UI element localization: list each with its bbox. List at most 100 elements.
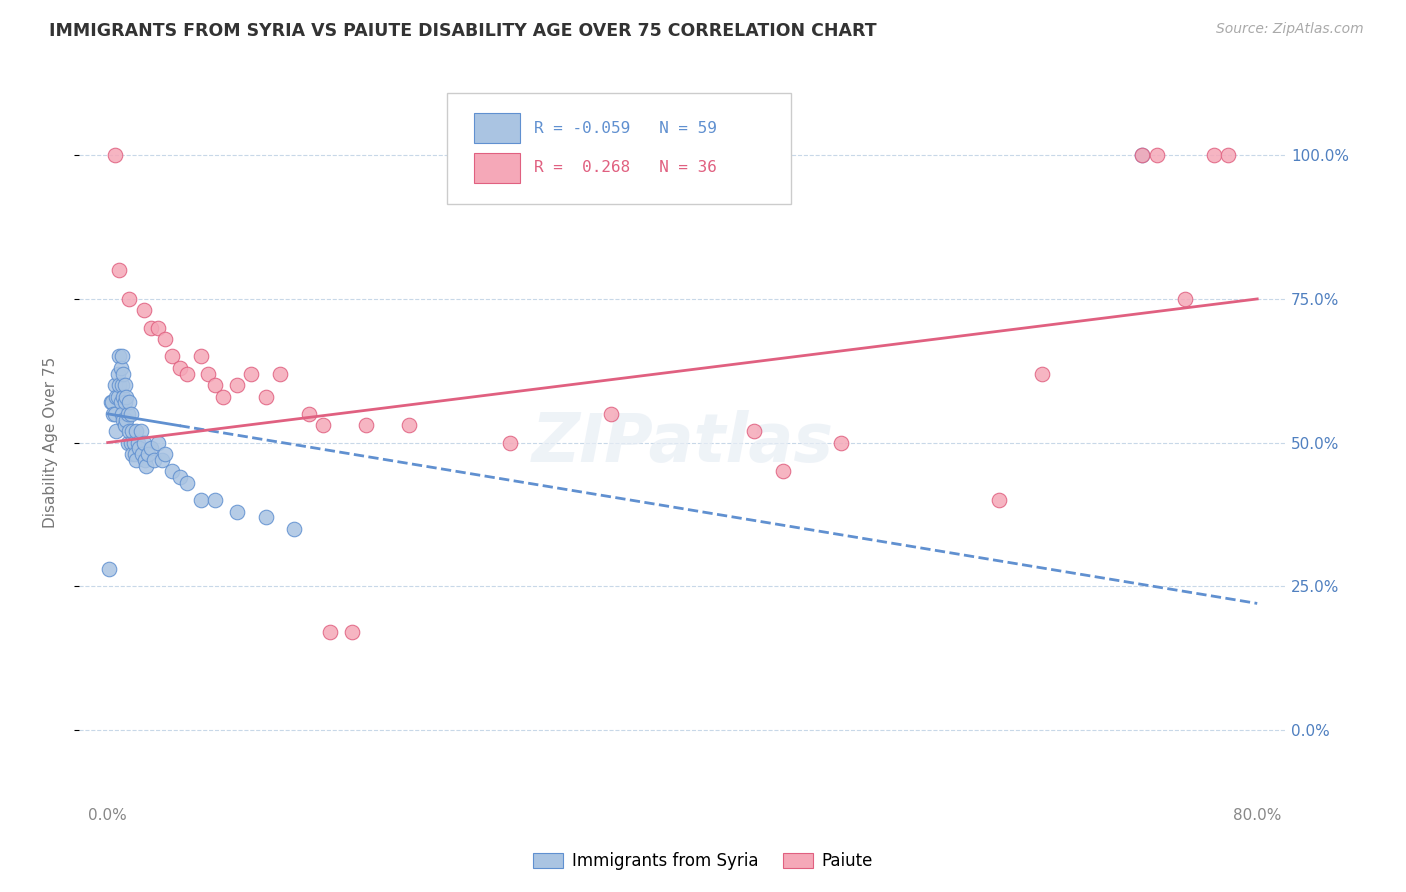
Point [153, 447, 176, 461]
Point [104, 407, 127, 421]
Point [190, 493, 212, 508]
Point [398, 418, 420, 433]
Point [356, 418, 378, 433]
Point [153, 332, 176, 346]
Point [103, 407, 125, 421]
Point [197, 367, 219, 381]
Point [121, 447, 143, 461]
Point [112, 367, 135, 381]
Point [319, 625, 342, 640]
Point [139, 320, 162, 334]
Point [111, 378, 134, 392]
Point [772, 464, 794, 478]
Point [125, 452, 148, 467]
Point [283, 522, 305, 536]
Point [1204, 148, 1226, 162]
Legend: Immigrants from Syria, Paiute: Immigrants from Syria, Paiute [527, 846, 879, 877]
Point [120, 407, 142, 421]
Point [298, 407, 321, 421]
Text: IMMIGRANTS FROM SYRIA VS PAIUTE DISABILITY AGE OVER 75 CORRELATION CHART: IMMIGRANTS FROM SYRIA VS PAIUTE DISABILI… [49, 22, 877, 40]
FancyBboxPatch shape [447, 94, 792, 204]
Point [114, 418, 136, 433]
Point [111, 407, 134, 421]
Point [135, 458, 157, 473]
Point [117, 407, 139, 421]
Point [142, 452, 165, 467]
Point [150, 452, 173, 467]
Point [254, 510, 277, 524]
FancyBboxPatch shape [474, 153, 519, 183]
Point [134, 452, 156, 467]
Point [104, 148, 127, 162]
Point [132, 435, 155, 450]
Text: Source: ZipAtlas.com: Source: ZipAtlas.com [1216, 22, 1364, 37]
Point [131, 447, 153, 461]
Point [340, 625, 363, 640]
Point [104, 378, 127, 392]
Point [162, 350, 184, 364]
Point [125, 424, 148, 438]
Point [190, 350, 212, 364]
Point [226, 504, 249, 518]
Point [111, 350, 134, 364]
Point [136, 447, 159, 461]
Point [108, 350, 131, 364]
Point [115, 412, 138, 426]
Point [1130, 148, 1153, 162]
Point [830, 435, 852, 450]
Point [146, 435, 169, 450]
Point [124, 447, 146, 461]
Point [1130, 148, 1153, 162]
Point [176, 475, 198, 490]
Point [107, 367, 129, 381]
Point [1174, 292, 1197, 306]
Point [226, 378, 249, 392]
Point [118, 424, 141, 438]
Point [115, 390, 138, 404]
Point [1146, 148, 1168, 162]
Point [108, 263, 131, 277]
Point [269, 367, 291, 381]
Point [599, 407, 621, 421]
Point [121, 424, 143, 438]
Point [987, 493, 1010, 508]
Point [499, 435, 522, 450]
Point [122, 435, 145, 450]
Point [312, 418, 335, 433]
Point [169, 360, 191, 375]
Point [98, 562, 121, 576]
Text: R = -0.059   N = 59: R = -0.059 N = 59 [534, 121, 717, 136]
Text: ZIPatlas: ZIPatlas [531, 409, 834, 475]
Point [204, 378, 226, 392]
Point [108, 378, 131, 392]
Text: R =  0.268   N = 36: R = 0.268 N = 36 [534, 160, 717, 175]
Point [132, 303, 155, 318]
Point [117, 435, 139, 450]
Point [204, 493, 226, 508]
Point [118, 395, 141, 409]
Y-axis label: Disability Age Over 75: Disability Age Over 75 [44, 357, 58, 528]
Point [105, 424, 128, 438]
Point [101, 395, 124, 409]
Point [211, 390, 233, 404]
Point [139, 442, 162, 456]
Point [162, 464, 184, 478]
Point [128, 442, 150, 456]
Point [169, 470, 191, 484]
Point [105, 390, 128, 404]
FancyBboxPatch shape [474, 113, 519, 144]
Point [112, 390, 135, 404]
Point [254, 390, 277, 404]
Point [176, 367, 198, 381]
Point [100, 395, 122, 409]
Point [146, 320, 169, 334]
Point [114, 395, 136, 409]
Point [127, 435, 149, 450]
Point [240, 367, 263, 381]
Point [110, 395, 132, 409]
Point [742, 424, 765, 438]
Point [107, 390, 129, 404]
Point [1218, 148, 1240, 162]
Point [120, 435, 142, 450]
Point [110, 360, 132, 375]
